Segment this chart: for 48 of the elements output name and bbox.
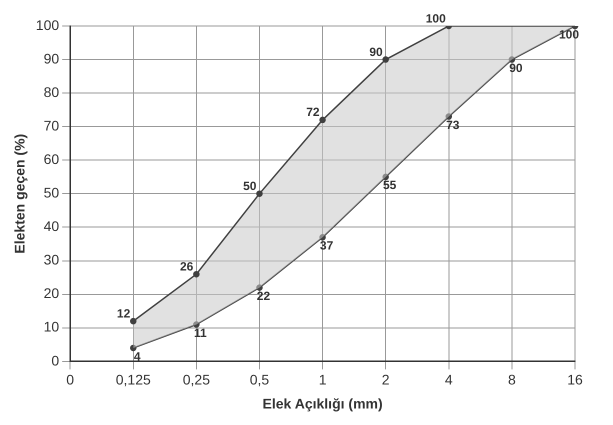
point [319,234,326,241]
y-tick-label: 50 [44,184,60,201]
x-tick-label: 1 [318,372,327,388]
data-label: 4 [134,349,141,364]
y-tick-label: 70 [44,117,60,134]
point [130,318,137,324]
point [193,321,200,328]
x-tick-label: 2 [382,372,390,388]
x-tick-label: 0,125 [116,372,151,388]
point [130,344,137,352]
point [193,270,200,278]
point [382,56,389,63]
y-tick-label: 60 [44,151,60,168]
x-tick-label: 4 [444,372,453,388]
data-label: 55 [383,178,397,192]
data-label: 22 [256,288,270,303]
y-tick-label: 90 [44,50,60,66]
y-tick-label: 80 [44,84,60,100]
point [446,113,452,120]
data-label: 50 [243,179,257,194]
y-tick-label: 40 [44,218,60,234]
y-axis-title: Elekten geçen (%) [11,134,28,254]
data-label: 90 [509,60,523,75]
x-tick-label: 16 [567,372,583,388]
data-label: 12 [116,306,131,320]
y-tick-label: 0 [51,352,60,368]
x-tick-label: 0 [66,372,74,388]
data-label: 11 [194,326,208,340]
point [256,190,263,197]
point [256,284,263,291]
data-label: 72 [306,105,320,120]
data-label: 37 [320,238,334,253]
y-tick-label: 20 [44,285,60,302]
y-tick-label: 10 [44,318,60,335]
y-tick-label: 100 [36,16,60,33]
data-label: 100 [558,27,580,42]
point [382,174,389,180]
x-axis-title: Elek Açıklığı (mm) [262,395,383,412]
x-tick-label: 0,5 [250,372,270,388]
x-tick-label: 0,25 [182,372,210,388]
y-tick-label: 30 [44,252,60,268]
x-tick-label: 8 [508,372,516,388]
data-label: 100 [426,11,446,26]
data-label: 26 [180,260,194,274]
data-label: 90 [369,44,383,59]
point [319,116,326,124]
point [508,56,516,63]
data-label: 73 [446,118,460,132]
